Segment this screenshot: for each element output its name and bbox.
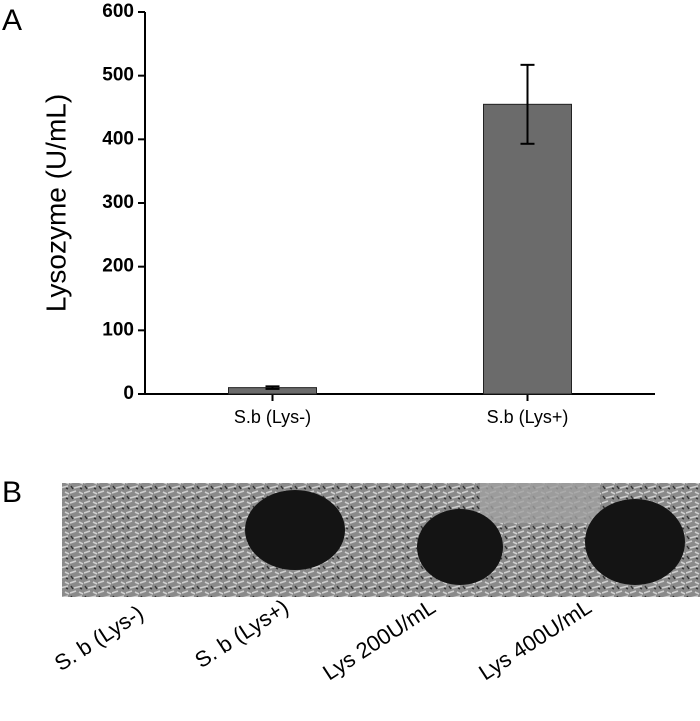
- y-tick-label: 0: [123, 383, 134, 404]
- y-tick-label: 600: [102, 1, 134, 22]
- y-tick-label: 400: [102, 128, 134, 149]
- error-bar: [520, 63, 535, 145]
- y-tick-label: 100: [102, 319, 134, 340]
- x-tick-label: S.b (Lys+): [487, 407, 569, 427]
- image-label: S. b (Lys-): [50, 600, 148, 676]
- y-tick-label: 200: [102, 256, 134, 277]
- y-tick-label: 500: [102, 65, 134, 86]
- image-label: Lys 200U/mL: [318, 594, 440, 685]
- x-tick-label: S.b (Lys-): [234, 407, 311, 427]
- y-axis-label: Lysozyme (U/mL): [40, 94, 71, 312]
- image-label: S. b (Lys+): [190, 594, 293, 673]
- photo: [62, 483, 700, 597]
- panel-label: B: [2, 476, 22, 509]
- y-tick-label: 300: [102, 192, 134, 213]
- error-bar: [265, 385, 280, 390]
- panel-label: A: [2, 4, 22, 37]
- image-label: Lys 400U/mL: [474, 594, 596, 685]
- bar: [483, 103, 572, 395]
